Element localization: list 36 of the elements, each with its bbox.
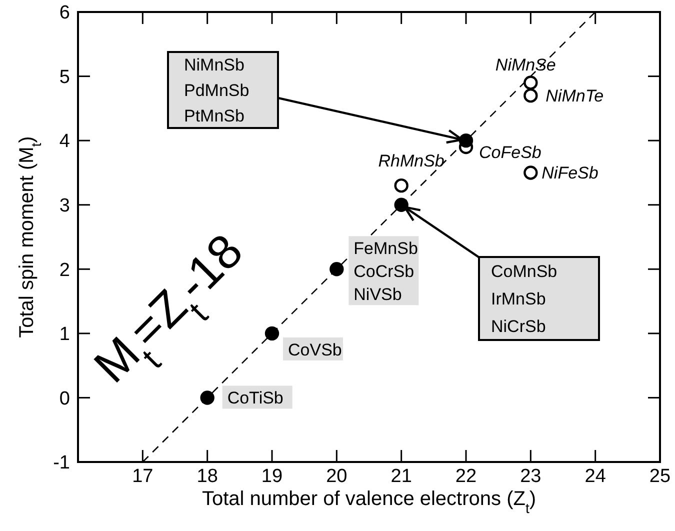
annotation: FeMnSb CoCrSb NiVSb xyxy=(354,239,418,304)
annotation: NiMnSe xyxy=(495,56,556,75)
y-tick-label: -1 xyxy=(53,452,70,474)
x-tick-label: 23 xyxy=(520,466,542,487)
x-tick-label: 18 xyxy=(196,466,218,487)
annotation: RhMnSb xyxy=(378,152,444,171)
annotation: CoMnSb IrMnSb NiCrSb xyxy=(491,262,558,336)
x-tick-label: 25 xyxy=(649,466,671,487)
annotation: NiFeSb xyxy=(542,164,598,183)
point xyxy=(524,166,538,180)
x-axis-title: Total number of valence electrons (Z$_{t}$) xyxy=(202,488,536,516)
annotation: CoTiSb xyxy=(227,388,284,408)
point xyxy=(394,178,408,193)
y-tick-label: 1 xyxy=(59,324,70,346)
y-tick-label: 0 xyxy=(59,388,70,410)
annotation: NiMnSb PdMnSb PtMnSb xyxy=(184,56,250,126)
x-tick-label: 24 xyxy=(584,466,606,487)
y-tick-label: 2 xyxy=(59,260,70,281)
y-tick-label: 3 xyxy=(59,196,70,217)
annotation: NiMnTe xyxy=(546,86,604,106)
point xyxy=(330,262,344,276)
point xyxy=(200,390,214,405)
x-tick-label: 22 xyxy=(455,466,477,487)
x-tick-label: 20 xyxy=(326,466,348,487)
y-tick-label: 5 xyxy=(59,66,70,88)
point xyxy=(264,326,280,341)
annotation: CoFeSb xyxy=(479,142,542,162)
x-tick-label: 21 xyxy=(390,466,412,487)
y-tick-label: 6 xyxy=(59,2,70,24)
y-tick-label: 4 xyxy=(59,131,70,152)
point xyxy=(394,198,408,212)
x-tick-label: 17 xyxy=(132,466,154,487)
x-tick-label: 19 xyxy=(261,466,283,487)
point xyxy=(524,76,538,90)
annotation: CoVSb xyxy=(288,340,342,360)
point xyxy=(524,88,538,103)
